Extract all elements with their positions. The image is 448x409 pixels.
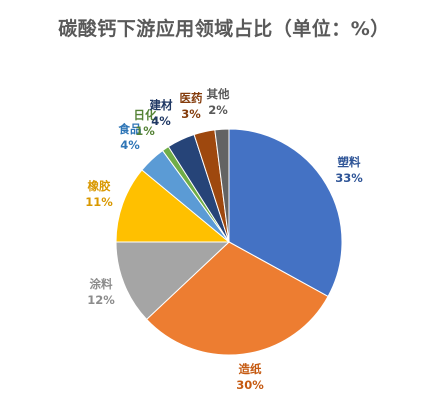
slice-percent-label: 2%	[208, 103, 228, 117]
pie-slice	[228, 128, 343, 298]
slice-category-label: 造纸	[239, 362, 262, 376]
slice-percent-label: 12%	[87, 293, 115, 307]
pie-slice	[115, 169, 231, 243]
slice-category-label: 涂料	[90, 277, 113, 291]
pie-slice	[214, 128, 230, 243]
slice-category-label: 建材	[150, 98, 173, 112]
slice-percent-label: 1%	[135, 124, 155, 138]
slice-percent-label: 4%	[151, 114, 171, 128]
chart-title: 碳酸钙下游应用领域占比（单位：%）	[58, 18, 390, 40]
slice-category-label: 日化	[134, 108, 157, 122]
slice-category-label: 橡胶	[88, 179, 111, 193]
pie-slice	[145, 241, 329, 356]
slice-percent-label: 3%	[181, 107, 201, 121]
slice-percent-label: 4%	[120, 138, 140, 152]
slice-category-label: 塑料	[338, 155, 361, 169]
slice-percent-label: 11%	[85, 195, 113, 209]
slice-category-label: 医药	[180, 91, 203, 105]
slice-category-label: 食品	[119, 122, 142, 136]
slice-category-label: 其他	[207, 87, 230, 101]
slice-percent-label: 33%	[335, 171, 363, 185]
slice-percent-label: 30%	[236, 378, 264, 392]
pie-slice	[115, 241, 231, 321]
